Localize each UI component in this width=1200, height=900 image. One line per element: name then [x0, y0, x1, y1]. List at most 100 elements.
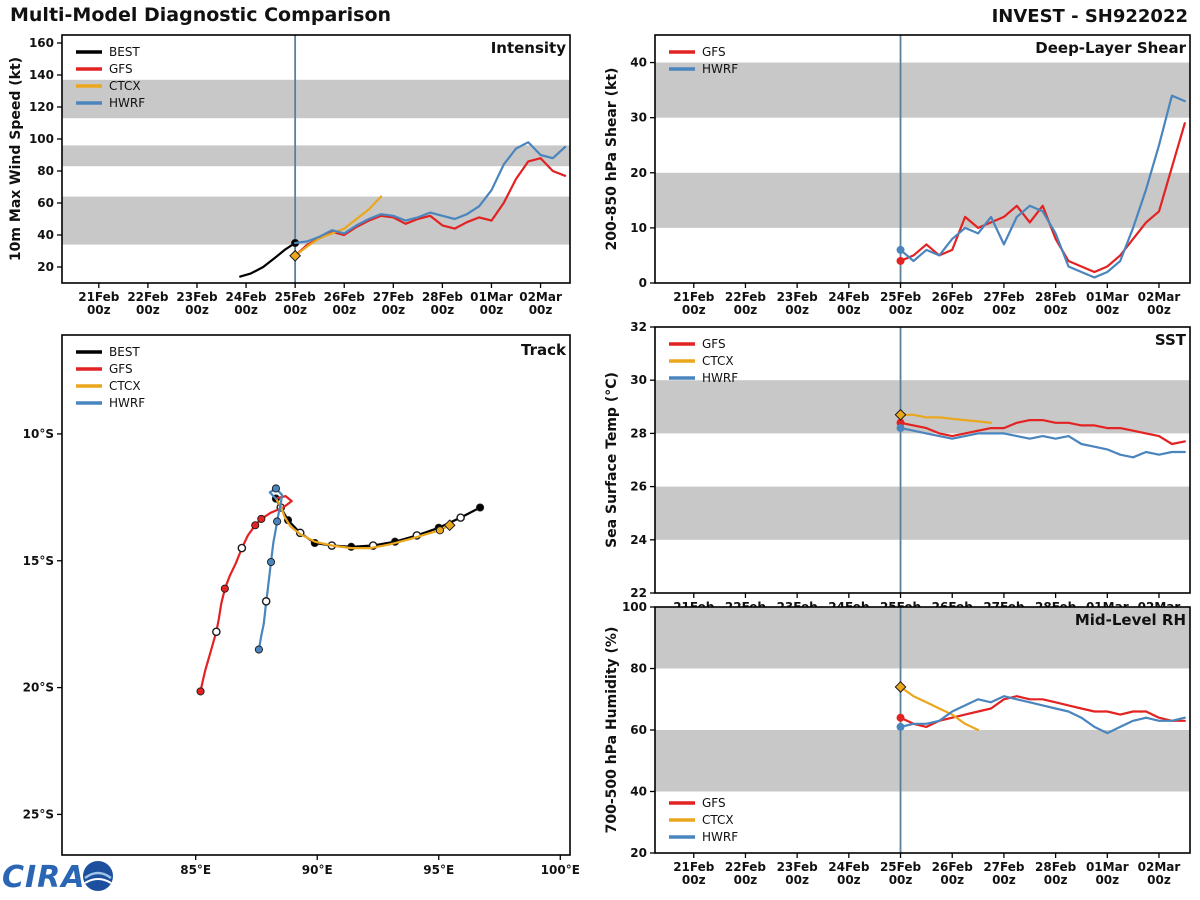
svg-text:28Feb: 28Feb [422, 290, 464, 304]
svg-text:02Mar: 02Mar [519, 290, 562, 304]
svg-text:01Mar: 01Mar [1086, 290, 1129, 304]
svg-text:00z: 00z [682, 873, 706, 887]
svg-text:140: 140 [29, 68, 54, 82]
svg-text:24: 24 [630, 533, 647, 547]
svg-text:CTCX: CTCX [702, 354, 734, 368]
svg-text:40: 40 [630, 56, 647, 70]
svg-text:23Feb: 23Feb [176, 290, 218, 304]
shear-panel-title: Deep-Layer Shear [1035, 39, 1186, 57]
page-title: Multi-Model Diagnostic Comparison [10, 4, 392, 26]
svg-text:27Feb: 27Feb [983, 860, 1025, 874]
svg-text:22Feb: 22Feb [127, 290, 169, 304]
svg-text:100: 100 [622, 600, 647, 614]
svg-text:00z: 00z [785, 303, 809, 317]
svg-text:00z: 00z [1095, 873, 1119, 887]
svg-text:HWRF: HWRF [702, 62, 738, 76]
svg-text:30: 30 [630, 373, 647, 387]
svg-text:10: 10 [630, 221, 647, 235]
svg-text:0: 0 [639, 276, 647, 290]
svg-text:90°E: 90°E [302, 863, 333, 877]
cira-logo-text: CIRA [2, 860, 86, 895]
svg-text:CTCX: CTCX [109, 379, 141, 393]
svg-text:CTCX: CTCX [109, 79, 141, 93]
svg-text:60: 60 [630, 723, 647, 737]
svg-text:26: 26 [630, 480, 647, 494]
svg-text:GFS: GFS [109, 362, 133, 376]
svg-text:100: 100 [29, 132, 54, 146]
svg-text:85°E: 85°E [180, 863, 211, 877]
track-panel-title: Track [521, 341, 566, 359]
rh-chart: 2040608010021Feb00z22Feb00z23Feb00z24Feb… [622, 600, 1191, 887]
svg-text:22: 22 [630, 586, 647, 600]
svg-text:95°E: 95°E [423, 863, 454, 877]
svg-text:00z: 00z [480, 303, 504, 317]
sst-y-axis-label: Sea Surface Temp (°C) [604, 372, 620, 548]
intensity-y-axis-label: 10m Max Wind Speed (kt) [8, 56, 24, 262]
svg-text:24Feb: 24Feb [828, 290, 870, 304]
svg-text:00z: 00z [431, 303, 455, 317]
svg-text:00z: 00z [234, 303, 258, 317]
svg-text:GFS: GFS [702, 796, 726, 810]
svg-text:CTCX: CTCX [702, 813, 734, 827]
svg-text:00z: 00z [1147, 303, 1171, 317]
svg-text:40: 40 [630, 785, 647, 799]
svg-text:00z: 00z [1044, 873, 1068, 887]
svg-text:HWRF: HWRF [702, 830, 738, 844]
svg-text:00z: 00z [785, 873, 809, 887]
svg-text:00z: 00z [940, 873, 964, 887]
svg-text:HWRF: HWRF [109, 96, 145, 110]
svg-text:00z: 00z [734, 873, 758, 887]
svg-text:24Feb: 24Feb [225, 290, 267, 304]
svg-text:BEST: BEST [109, 345, 140, 359]
svg-text:00z: 00z [529, 303, 553, 317]
svg-text:00z: 00z [1044, 303, 1068, 317]
svg-text:22Feb: 22Feb [725, 290, 767, 304]
svg-text:22Feb: 22Feb [725, 860, 767, 874]
svg-text:20: 20 [630, 166, 647, 180]
track-chart: 85°E 90°E 95°E 100°E 10°S 15°S 20°S 25°S BEST GFS… [23, 334, 580, 877]
svg-text:26Feb: 26Feb [932, 290, 974, 304]
svg-text:80: 80 [630, 662, 647, 676]
svg-text:21Feb: 21Feb [673, 860, 715, 874]
svg-text:160: 160 [29, 36, 54, 50]
svg-text:00z: 00z [682, 303, 706, 317]
svg-text:00z: 00z [1095, 303, 1119, 317]
svg-text:80: 80 [37, 164, 54, 178]
svg-text:00z: 00z [381, 303, 405, 317]
svg-text:21Feb: 21Feb [78, 290, 120, 304]
svg-text:01Mar: 01Mar [1086, 860, 1129, 874]
svg-text:01Mar: 01Mar [470, 290, 513, 304]
svg-text:28: 28 [630, 426, 647, 440]
rh-panel-title: Mid-Level RH [1074, 611, 1186, 629]
svg-text:15°S: 15°S [23, 554, 54, 568]
svg-text:23Feb: 23Feb [777, 860, 819, 874]
svg-text:00z: 00z [889, 303, 913, 317]
svg-text:00z: 00z [185, 303, 209, 317]
svg-text:00z: 00z [1147, 873, 1171, 887]
svg-text:32: 32 [630, 320, 647, 334]
svg-text:100°E: 100°E [541, 863, 580, 877]
svg-text:26Feb: 26Feb [324, 290, 366, 304]
svg-text:27Feb: 27Feb [983, 290, 1025, 304]
svg-text:00z: 00z [992, 303, 1016, 317]
cira-logo: CIRA [2, 860, 113, 895]
svg-text:00z: 00z [332, 303, 356, 317]
svg-text:00z: 00z [992, 873, 1016, 887]
svg-text:00z: 00z [889, 873, 913, 887]
svg-text:25°S: 25°S [23, 807, 54, 821]
svg-text:24Feb: 24Feb [828, 860, 870, 874]
svg-text:GFS: GFS [702, 45, 726, 59]
svg-text:20°S: 20°S [23, 681, 54, 695]
svg-text:120: 120 [29, 100, 54, 114]
svg-text:25Feb: 25Feb [880, 290, 922, 304]
shear-y-axis-label: 200-850 hPa Shear (kt) [604, 67, 620, 251]
svg-text:40: 40 [37, 228, 54, 242]
svg-text:00z: 00z [87, 303, 111, 317]
svg-text:HWRF: HWRF [702, 371, 738, 385]
cira-globe-icon [83, 861, 113, 891]
svg-text:GFS: GFS [702, 337, 726, 351]
svg-text:HWRF: HWRF [109, 396, 145, 410]
svg-text:27Feb: 27Feb [373, 290, 415, 304]
intensity-panel-title: Intensity [490, 39, 566, 57]
